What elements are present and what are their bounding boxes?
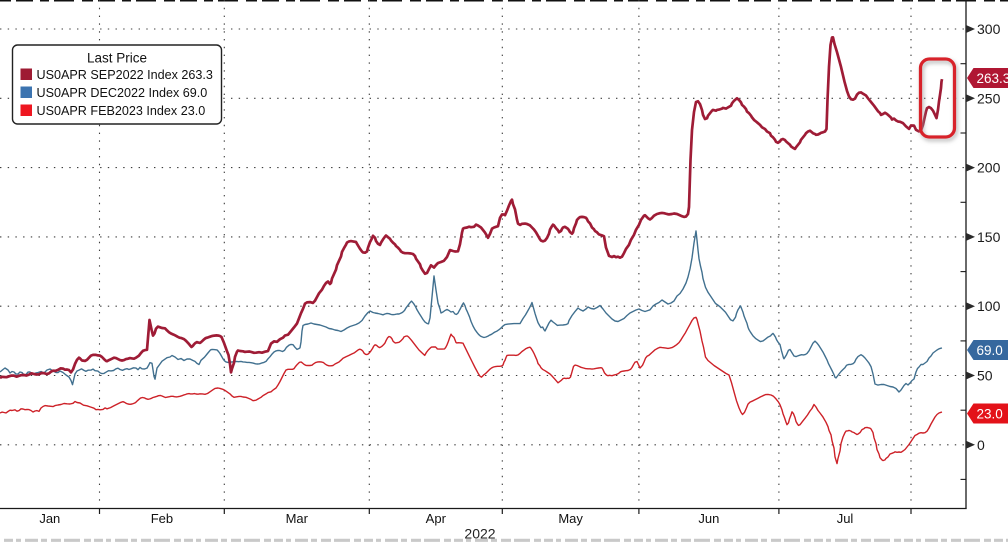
svg-text:100: 100 <box>977 298 1001 314</box>
svg-text:250: 250 <box>977 90 1001 106</box>
svg-text:Jan: Jan <box>39 511 60 526</box>
svg-text:263.3: 263.3 <box>977 71 1008 86</box>
svg-text:US0APR FEB2023 Index 23.0: US0APR FEB2023 Index 23.0 <box>37 104 206 118</box>
svg-text:US0APR SEP2022 Index 263.3: US0APR SEP2022 Index 263.3 <box>37 68 213 82</box>
svg-text:Apr: Apr <box>426 511 447 526</box>
svg-text:Jun: Jun <box>698 511 719 526</box>
svg-text:200: 200 <box>977 160 1001 176</box>
svg-text:May: May <box>558 511 583 526</box>
svg-text:Feb: Feb <box>151 511 173 526</box>
svg-text:50: 50 <box>977 368 993 384</box>
svg-text:Last Price: Last Price <box>87 51 147 66</box>
svg-text:69.0: 69.0 <box>977 343 1003 358</box>
svg-text:2022: 2022 <box>464 526 495 542</box>
svg-text:Jul: Jul <box>837 511 854 526</box>
svg-text:Mar: Mar <box>286 511 309 526</box>
svg-text:300: 300 <box>977 21 1001 37</box>
svg-text:US0APR DEC2022 Index 69.0: US0APR DEC2022 Index 69.0 <box>37 86 208 100</box>
svg-text:150: 150 <box>977 229 1001 245</box>
svg-text:23.0: 23.0 <box>977 407 1003 422</box>
svg-text:0: 0 <box>977 437 985 453</box>
